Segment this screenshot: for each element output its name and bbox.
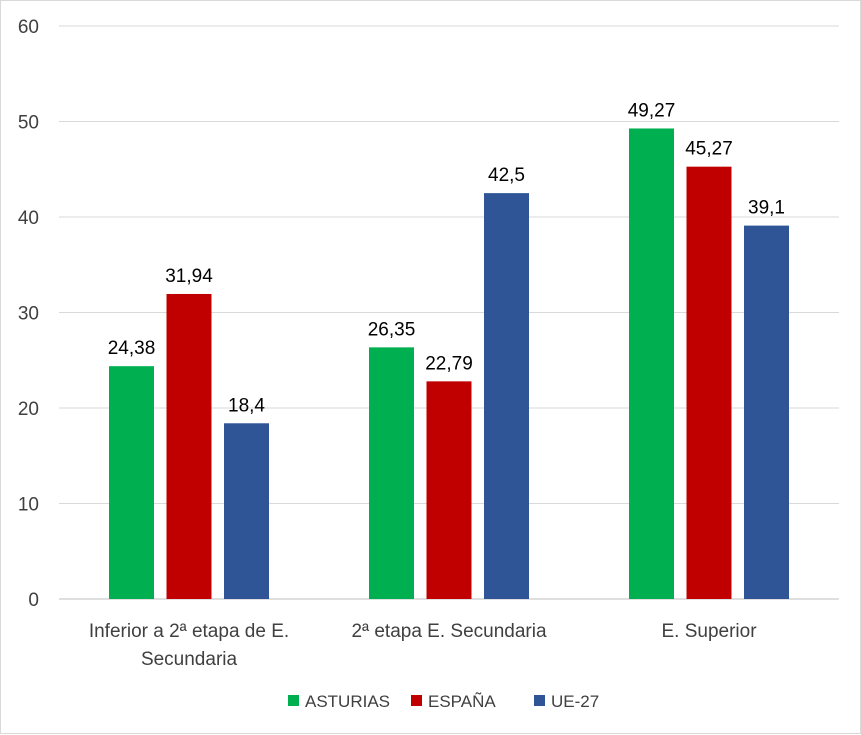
data-label: 39,1 xyxy=(748,198,785,219)
data-label: 31,94 xyxy=(165,266,213,287)
legend-swatch-ue-27 xyxy=(534,695,545,706)
x-tick-label: 2ª etapa E. Secundaria xyxy=(351,621,546,642)
y-tick-label: 20 xyxy=(18,399,39,420)
bar-asturias xyxy=(109,366,154,599)
y-tick-label: 60 xyxy=(18,17,39,38)
x-tick-label: Secundaria xyxy=(141,649,238,670)
bar-españa xyxy=(426,381,472,599)
legend-swatch-asturias xyxy=(288,695,299,706)
y-tick-label: 10 xyxy=(18,495,39,516)
bar-españa xyxy=(686,166,732,599)
bar-asturias xyxy=(369,347,414,599)
bar-asturias xyxy=(629,128,674,599)
data-label: 49,27 xyxy=(628,100,676,121)
y-tick-label: 40 xyxy=(18,208,39,229)
data-label: 45,27 xyxy=(685,139,733,160)
x-tick-label: Inferior a 2ª etapa de E. xyxy=(89,621,289,642)
data-label: 22,79 xyxy=(425,353,473,374)
bar-españa xyxy=(166,293,212,599)
data-label: 18,4 xyxy=(228,395,265,416)
bar-ue-27 xyxy=(224,423,269,599)
y-tick-label: 30 xyxy=(18,304,39,325)
y-tick-label: 50 xyxy=(18,113,39,134)
y-tick-label: 0 xyxy=(28,590,39,611)
data-label: 42,5 xyxy=(488,165,525,186)
bar-ue-27 xyxy=(744,225,789,599)
data-label: 24,38 xyxy=(108,338,156,359)
legend-label: ESPAÑA xyxy=(428,692,496,711)
legend-label: ASTURIAS xyxy=(305,692,390,711)
legend-label: UE-27 xyxy=(551,692,599,711)
data-label: 26,35 xyxy=(368,319,416,340)
bar-ue-27 xyxy=(484,193,529,599)
legend-swatch-españa xyxy=(411,695,422,706)
x-tick-label: E. Superior xyxy=(661,621,757,642)
